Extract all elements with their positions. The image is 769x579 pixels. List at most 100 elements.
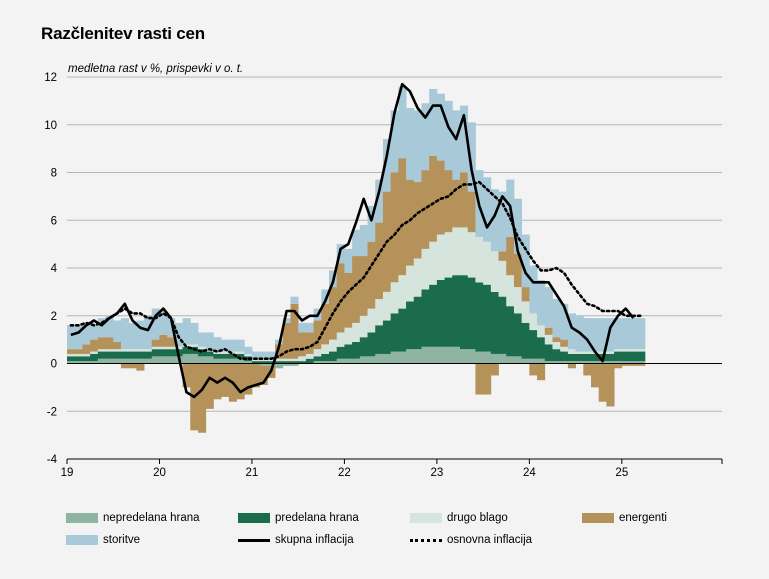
bar-segment	[82, 353, 91, 357]
bar-segment	[498, 353, 507, 364]
bar-segment	[614, 363, 623, 369]
bar-segment	[321, 353, 330, 362]
bar-segment	[452, 110, 461, 180]
bar-segment	[136, 349, 145, 352]
bar-segment	[583, 351, 592, 354]
bar-segment	[413, 349, 422, 364]
bar-segment	[275, 363, 284, 369]
legend-swatch	[582, 513, 614, 523]
bar-segment	[290, 303, 299, 359]
bar-segment	[637, 363, 646, 366]
bar-segment	[228, 353, 237, 359]
legend-item-nepredelana-hrana: nepredelana hrana	[66, 510, 200, 526]
bar-segment	[406, 179, 415, 266]
bar-segment	[105, 358, 114, 364]
bar-segment	[221, 358, 230, 364]
bar-segment	[444, 277, 453, 347]
bar-segment	[151, 356, 160, 364]
bar-segment	[359, 315, 368, 338]
x-tick-label: 25	[615, 467, 628, 479]
bar-segment	[244, 363, 253, 395]
bar-segment	[552, 342, 561, 350]
line-osnovna-inflacija	[69, 180, 643, 361]
bar-segment	[483, 351, 492, 364]
bar-segment	[406, 301, 415, 350]
bar-segment	[529, 330, 538, 359]
bar-segment	[629, 351, 638, 362]
bar-segment	[429, 241, 438, 285]
bar-segment	[236, 363, 245, 400]
bar-segment	[321, 344, 330, 354]
bar-segment	[606, 363, 615, 407]
bar-segment	[567, 361, 576, 364]
bar-segment	[375, 222, 384, 300]
bar-segment	[544, 334, 553, 345]
bar-segment	[198, 356, 207, 364]
bar-segment	[190, 322, 199, 345]
bar-segment	[282, 358, 291, 362]
bar-segment	[444, 346, 453, 364]
bar-segment	[460, 105, 469, 173]
bar-segment	[583, 363, 592, 376]
bar-segment	[128, 358, 137, 364]
bar-segment	[267, 351, 276, 359]
bar-segment	[344, 248, 353, 273]
bar-segment	[128, 322, 137, 350]
bar-segment	[113, 351, 122, 359]
legend-swatch	[238, 513, 270, 523]
bar-segment	[198, 363, 207, 433]
bar-segment	[174, 346, 183, 350]
bar-segment	[421, 103, 430, 171]
legend-label: energenti	[619, 512, 667, 524]
bar-segment	[151, 339, 160, 347]
bar-segment	[591, 318, 600, 352]
bar-segment	[367, 241, 376, 309]
bar-segment	[251, 363, 261, 388]
legend-swatch	[66, 513, 98, 523]
bar-segment	[629, 361, 638, 364]
bar-segment	[120, 363, 130, 369]
legend-label: storitve	[103, 534, 141, 546]
bar-segment	[313, 361, 322, 364]
bar-segment	[606, 318, 615, 352]
bar-segment	[67, 361, 76, 364]
bar-segment	[621, 351, 630, 362]
bar-segment	[344, 344, 353, 359]
bar-segment	[583, 318, 592, 352]
bar-segment	[67, 353, 76, 357]
bar-segment	[382, 353, 392, 364]
bar-segment	[113, 358, 122, 364]
bar-segment	[375, 179, 384, 223]
bar-segment	[529, 358, 538, 364]
bar-segment	[444, 232, 453, 278]
bar-segment	[74, 353, 83, 357]
bar-segment	[490, 291, 499, 354]
bar-segment	[151, 349, 160, 357]
bar-segment	[82, 322, 91, 345]
bar-segment	[352, 358, 361, 364]
bar-segment	[436, 93, 445, 161]
bar-segment	[560, 346, 569, 352]
bar-segment	[606, 351, 615, 354]
bar-segment	[290, 296, 299, 304]
bar-segment	[282, 361, 291, 364]
bar-segment	[452, 227, 461, 276]
bar-segment	[583, 353, 592, 362]
bar-segment	[97, 318, 106, 338]
bar-segment	[575, 353, 584, 362]
bar-segment	[313, 356, 322, 362]
bar-segment	[113, 342, 122, 350]
bar-segment	[167, 318, 176, 338]
bar-segment	[460, 275, 469, 350]
bar-segment	[498, 191, 507, 252]
bar-segment	[490, 189, 499, 252]
bar-segment	[136, 351, 145, 359]
bar-segment	[251, 351, 261, 359]
bar-segment	[336, 332, 345, 347]
bar-segment	[221, 353, 230, 359]
bar-segment	[544, 287, 553, 328]
bar-segment	[513, 253, 523, 288]
line-skupna-inflacija	[70, 82, 635, 399]
bar-segment	[105, 315, 114, 338]
bar-segment	[136, 358, 145, 364]
